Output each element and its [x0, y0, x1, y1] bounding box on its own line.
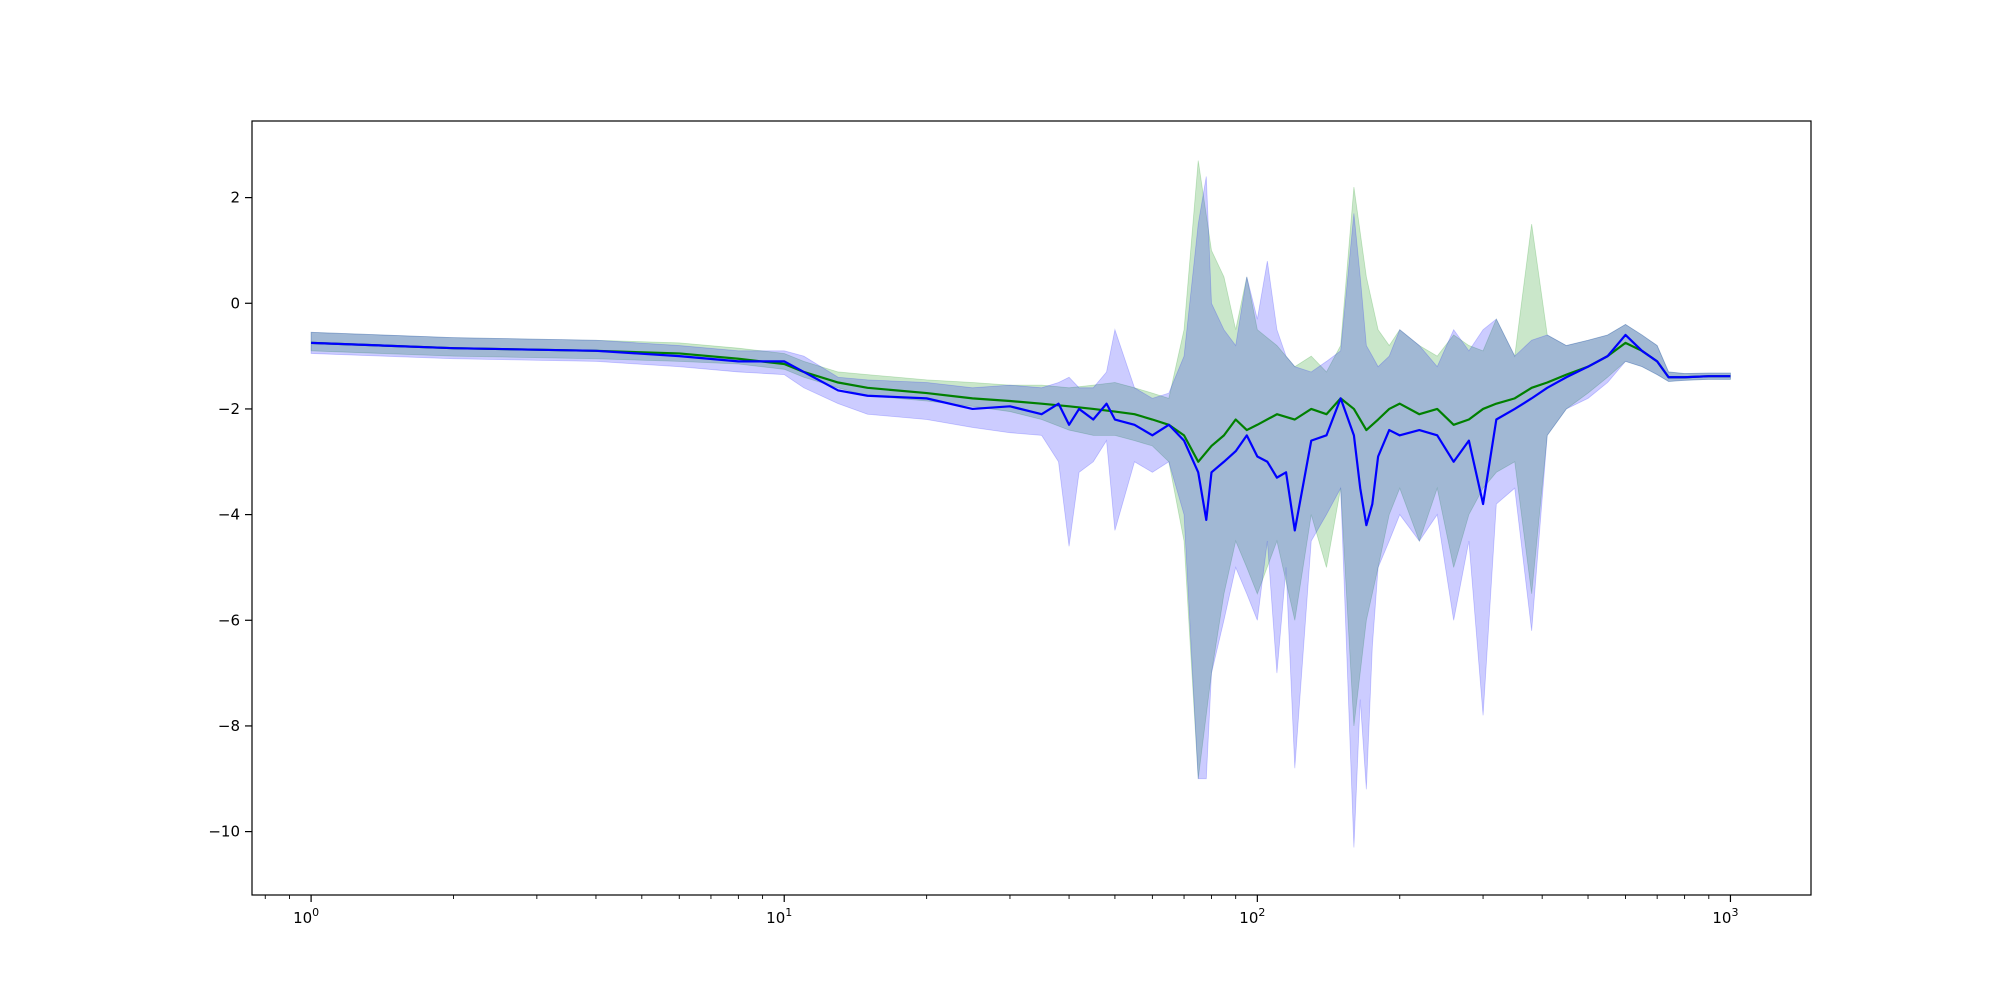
confidence-bands — [310, 160, 1731, 848]
y-tick-label: −4 — [218, 506, 240, 524]
series-2-line — [311, 333, 1731, 532]
x-tick-label: 101 — [766, 906, 792, 927]
series-lines — [311, 333, 1731, 532]
x-tick-base: 10 — [293, 909, 312, 927]
y-axis: 2 0 −2 −4 −6 −8 −10 — [208, 189, 252, 841]
plot-frame — [251, 120, 1812, 896]
y-tick-label: −6 — [218, 611, 240, 629]
y-tick-label: −10 — [208, 823, 240, 841]
x-tick-exponent: 1 — [785, 906, 792, 919]
y-tick-label: −2 — [218, 400, 240, 418]
x-tick-exponent: 2 — [1258, 906, 1265, 919]
y-tick-label: 2 — [230, 189, 240, 207]
x-tick-exponent: 3 — [1731, 906, 1738, 919]
x-tick-base: 10 — [1712, 909, 1731, 927]
series-1-band — [310, 160, 1731, 779]
series-2-band — [310, 176, 1731, 848]
x-tick-label: 103 — [1712, 906, 1738, 927]
y-tick-label: 0 — [230, 294, 240, 312]
x-tick-label: 100 — [293, 906, 319, 927]
x-tick-base: 10 — [766, 909, 785, 927]
x-tick-label: 102 — [1239, 906, 1265, 927]
x-tick-exponent: 0 — [312, 906, 319, 919]
x-axis: 100 101 102 103 — [264, 895, 1738, 927]
x-tick-base: 10 — [1239, 909, 1258, 927]
y-tick-label: −8 — [218, 717, 240, 735]
series-1-line — [311, 341, 1731, 463]
